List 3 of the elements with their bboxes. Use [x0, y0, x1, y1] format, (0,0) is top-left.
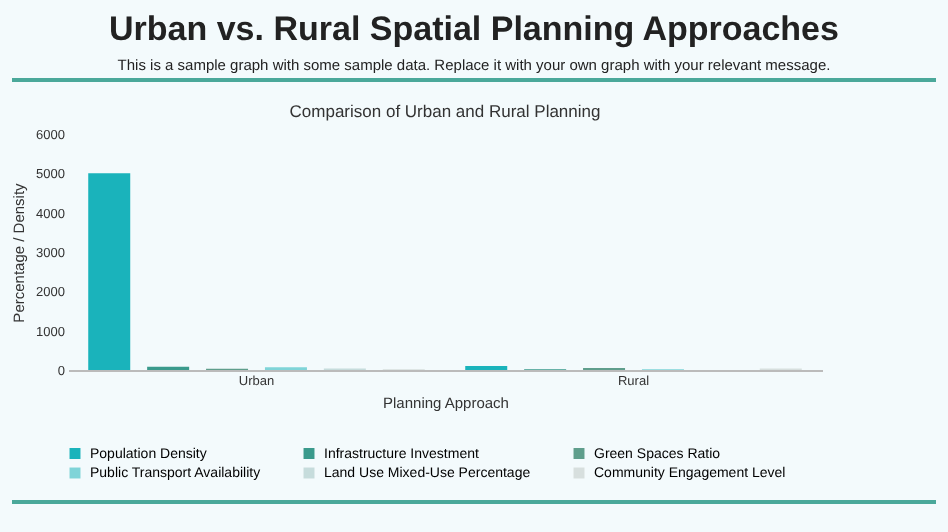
bar: [88, 173, 131, 370]
chart-title: Urban vs. Rural Spatial Planning Approaches: [107, 10, 841, 50]
text: Comparison of Urban and Rural Planning: [289, 101, 601, 121]
